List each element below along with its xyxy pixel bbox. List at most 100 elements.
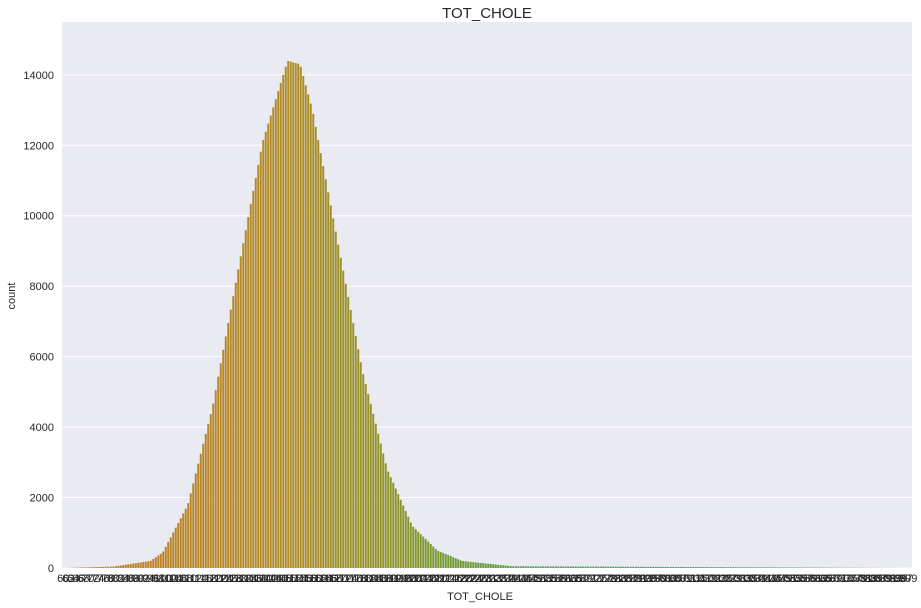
bar [507, 565, 510, 568]
bar [552, 566, 555, 568]
x-tick-label: 373 [834, 573, 852, 585]
bar [429, 544, 432, 568]
bar [409, 522, 412, 568]
bar [422, 536, 425, 568]
bar [97, 567, 100, 568]
bar [119, 565, 122, 568]
x-tick-label: 243 [509, 573, 527, 585]
bar [722, 567, 725, 568]
bar [317, 140, 320, 569]
x-tick-label: 257 [544, 573, 562, 585]
x-tick-label: 214 [439, 573, 457, 585]
bar [707, 567, 710, 568]
bar [367, 394, 370, 568]
bar [232, 296, 235, 568]
x-tick-label: 146 [269, 573, 287, 585]
bar [474, 562, 477, 568]
bar [782, 567, 785, 568]
bar [687, 567, 690, 568]
x-tick-label: 220 [454, 573, 472, 585]
bar [267, 123, 270, 568]
bar [209, 414, 212, 568]
bar [139, 562, 142, 568]
bar [177, 522, 180, 568]
bar [692, 567, 695, 568]
bar [752, 567, 755, 568]
x-tick-label: 385 [864, 573, 882, 585]
bar [492, 564, 495, 568]
bar [337, 244, 340, 568]
bar [389, 477, 392, 568]
bar [499, 565, 502, 568]
x-tick-label: 345 [764, 573, 782, 585]
x-tick-label: 200 [404, 573, 422, 585]
x-tick-label: 178 [349, 573, 367, 585]
bar [247, 217, 250, 568]
bar [349, 309, 352, 568]
bar [547, 566, 550, 568]
x-tick-label: 130 [229, 573, 247, 585]
bar [642, 566, 645, 568]
x-tick-label: 363 [809, 573, 827, 585]
x-tick-label: 154 [289, 573, 307, 585]
bar [374, 423, 377, 568]
bar [637, 566, 640, 568]
bar [384, 463, 387, 568]
bar [672, 566, 675, 568]
bar [787, 567, 790, 568]
bar [744, 567, 747, 568]
x-tick-label: 156 [294, 573, 312, 585]
bar [737, 567, 740, 568]
x-tick-label: 190 [379, 573, 397, 585]
bar [334, 231, 337, 568]
bar [789, 567, 792, 568]
x-tick-label: 289 [624, 573, 642, 585]
bar [769, 567, 772, 568]
x-tick-label: 62 [62, 573, 74, 585]
x-tick-label: 315 [689, 573, 707, 585]
y-tick-label: 6000 [30, 352, 54, 364]
bar [602, 566, 605, 568]
bar [542, 566, 545, 568]
x-tick-label: 393 [884, 573, 902, 585]
bar [509, 566, 512, 568]
bar [199, 453, 202, 568]
x-tick-label: 371 [829, 573, 847, 585]
x-tick-label: 118 [199, 573, 217, 585]
bar [214, 390, 217, 568]
x-tick-label: 208 [424, 573, 442, 585]
x-tick-label: 395 [889, 573, 907, 585]
bar [577, 566, 580, 568]
bar [217, 376, 220, 568]
bar [712, 567, 715, 568]
bar [589, 566, 592, 568]
x-tick-label: 335 [739, 573, 757, 585]
bar [732, 567, 735, 568]
x-tick-label: 321 [704, 573, 722, 585]
x-tick-label: 259 [549, 573, 567, 585]
y-tick-label: 12000 [23, 140, 54, 152]
x-tick-label: 90 [132, 573, 144, 585]
bar [772, 567, 775, 568]
x-tick-label: 142 [259, 573, 277, 585]
bar [344, 283, 347, 568]
x-tick-label: 210 [429, 573, 447, 585]
bar [747, 567, 750, 568]
bar [289, 61, 292, 568]
bar [544, 566, 547, 568]
bar [172, 532, 175, 568]
bar [202, 443, 205, 568]
x-tick-label: 285 [614, 573, 632, 585]
bar [399, 499, 402, 568]
bar [667, 566, 670, 568]
x-tick-label: 241 [504, 573, 522, 585]
x-tick-label: 124 [214, 573, 232, 585]
bar [604, 566, 607, 568]
x-tick-label: 339 [749, 573, 767, 585]
bar [529, 566, 532, 568]
bar [597, 566, 600, 568]
bar [484, 563, 487, 568]
bar [629, 566, 632, 568]
bar [699, 567, 702, 568]
x-tick-label: 303 [659, 573, 677, 585]
